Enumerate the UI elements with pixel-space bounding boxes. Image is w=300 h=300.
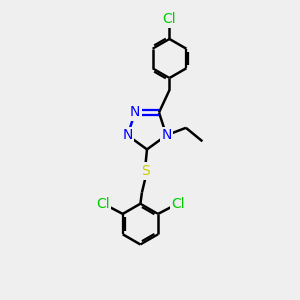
Text: N: N xyxy=(130,106,140,119)
Text: Cl: Cl xyxy=(96,197,110,211)
Text: S: S xyxy=(141,164,150,178)
Text: Cl: Cl xyxy=(163,12,176,26)
Text: Cl: Cl xyxy=(171,197,185,211)
Text: N: N xyxy=(161,128,172,142)
Text: N: N xyxy=(122,128,133,142)
